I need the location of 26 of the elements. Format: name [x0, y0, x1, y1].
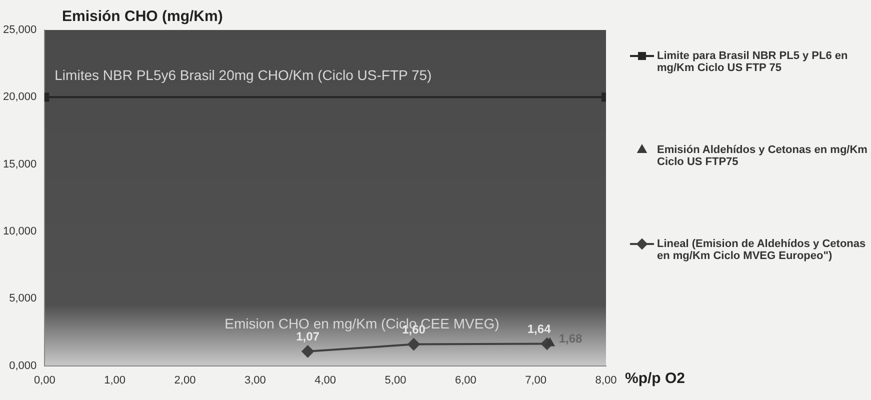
x-tick-label: 3,00 — [244, 374, 266, 386]
legend-label: Lineal (Emision de Aldehídos y Cetonas en mg/Km Ciclo MVEG Europeo") — [657, 238, 867, 262]
x-axis-title: %p/p O2 — [625, 370, 686, 387]
x-tick-label: 4,00 — [314, 374, 336, 386]
y-tick-label: 10,000 — [2, 226, 37, 238]
legend-label: Limite para Brasil NBR PL5 y PL6 en mg/Km Ciclo US FTP 75 — [657, 50, 849, 74]
y-tick-label: 20,000 — [2, 91, 37, 104]
annotation: Limites NBR PL5y6 Brasil 20mg CHO/Km (Ciclo US-FTP 75) — [54, 67, 432, 84]
point — [545, 338, 555, 346]
y-tick-label: 0,000 — [9, 360, 37, 372]
legend-label: Emisión Aldehídos y Cetonas en mg/Km Ciclo US FTP75 — [657, 144, 868, 168]
x-tick-label: 6,00 — [454, 374, 476, 386]
data-label: 1,64 — [527, 322, 552, 336]
x-tick-label: 7,00 — [525, 374, 547, 386]
point — [408, 338, 420, 350]
data-label: 1,07 — [296, 330, 320, 344]
x-tick-label: 0,00 — [34, 374, 56, 386]
x-tick-label: 1,00 — [104, 374, 126, 386]
y-tick-label: 25,000 — [2, 24, 37, 36]
x-tick-label: 8,00 — [595, 374, 617, 386]
y-tick-label: 15,000 — [2, 158, 37, 170]
x-tick-label: 2,00 — [174, 374, 196, 386]
y-axis-title: Emisión CHO (mg/Km) — [62, 8, 223, 25]
point — [302, 345, 314, 358]
y-tick-label: 5,000 — [9, 292, 37, 305]
x-tick-label: 5,00 — [384, 374, 406, 386]
